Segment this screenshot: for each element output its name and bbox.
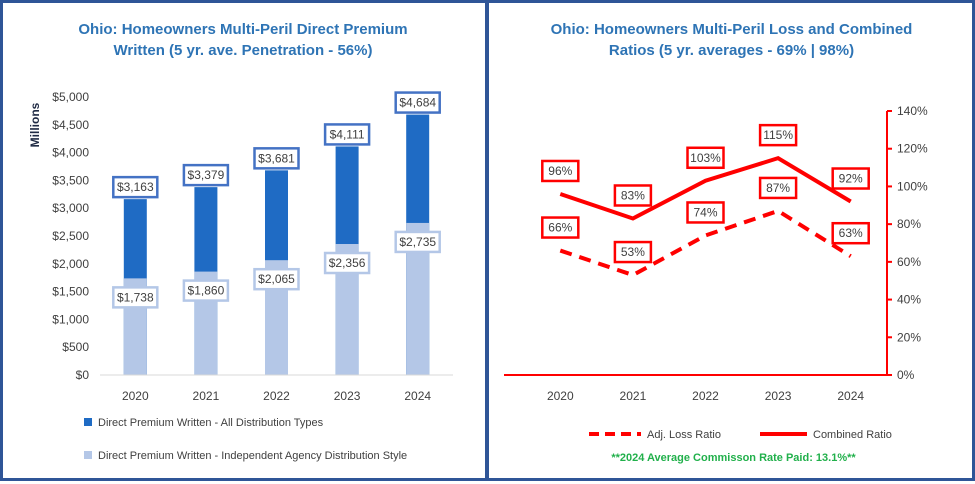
ratio-y-tick-label: 140%	[897, 104, 928, 118]
premium-x-tick-label: 2020	[122, 389, 149, 403]
premium-agency-data-label: $1,860	[188, 284, 225, 298]
combined-label-box	[758, 123, 798, 147]
premium-y-tick-label: $5,000	[52, 90, 89, 104]
premium-agency-label-box	[253, 267, 300, 291]
premium-total-data-label: $4,684	[399, 96, 436, 110]
ratio-line-chart: 0% 20% 40% 60% 80% 100% 120% 140% 2020 2021 2022 20…	[504, 104, 928, 441]
combined-label-box	[613, 184, 653, 207]
adj-loss-label-box	[613, 240, 653, 264]
commission-footnote: **2024 Average Commisson Rate Paid: 13.1…	[611, 452, 856, 464]
adj-loss-label-box	[686, 201, 725, 224]
premium-y-tick-label: $4,000	[52, 146, 89, 160]
ratio-chart-title-line2: Ratios (5 yr. averages - 69% | 98%)	[608, 42, 855, 59]
combined-data-label: 92%	[839, 172, 863, 186]
combined-legend-label: Combined Ratio	[813, 429, 892, 441]
ratio-y-tick-label: 120%	[897, 142, 928, 156]
adj-loss-label-box	[541, 216, 580, 239]
premium-y-tick-label: $500	[62, 340, 89, 354]
premium-total-data-label: $3,681	[258, 151, 295, 165]
premium-chart-title: Ohio: Homeowners Multi-Peril Direct Prem…	[23, 19, 463, 61]
premium-x-tick-label: 2022	[263, 389, 290, 403]
premium-agency-label-box	[394, 230, 441, 254]
premium-total-label-box	[394, 91, 441, 114]
premium-chart-panel: Ohio: Homeowners Multi-Peril Direct Prem…	[0, 0, 488, 481]
premium-agency-data-label: $1,738	[117, 290, 154, 304]
premium-x-tick-label: 2023	[334, 389, 361, 403]
ratio-x-tick-label: 2021	[620, 389, 647, 403]
premium-total-data-label: $4,111	[330, 127, 365, 141]
adj-loss-label-box	[831, 221, 870, 245]
combined-data-label: 96%	[548, 164, 572, 178]
premium-y-tick-label: $3,000	[52, 201, 89, 215]
premium-legend-swatch	[84, 418, 92, 426]
premium-y-tick-label: $1,500	[52, 285, 89, 299]
premium-y-tick-label: $2,500	[52, 229, 89, 243]
ratio-y-tick-label: 40%	[897, 293, 921, 307]
combined-label-box	[686, 146, 725, 170]
premium-x-tick-label: 2024	[404, 389, 431, 403]
premium-agency-label-box	[323, 251, 371, 275]
premium-legend-swatch	[84, 451, 92, 459]
premium-chart-title-line1: Ohio: Homeowners Multi-Peril Direct Prem…	[78, 21, 408, 38]
premium-bar-chart: Millions $0 $500 $1,000 $1,500 $2,000 $2,500 $3…	[28, 90, 453, 462]
premium-total-label-box	[323, 123, 371, 146]
premium-y-tick-label: $1,000	[52, 312, 89, 326]
premium-agency-bar	[335, 244, 359, 375]
adj-loss-data-label: 66%	[548, 221, 572, 235]
ratio-chart-panel: Ohio: Homeowners Multi-Peril Loss and Co…	[486, 0, 975, 481]
adj-loss-data-label: 63%	[839, 226, 863, 240]
adj-loss-label-box	[758, 176, 798, 200]
ratio-y-tick-label: 100%	[897, 179, 928, 193]
adj-loss-data-label: 53%	[621, 245, 645, 259]
ratio-x-tick-label: 2023	[765, 389, 792, 403]
adj-loss-ratio-line	[559, 208, 852, 278]
adj-loss-data-label: 74%	[693, 205, 717, 219]
premium-total-label-box	[253, 147, 300, 170]
premium-agency-data-label: $2,735	[399, 235, 436, 249]
premium-chart-title-line2: Written (5 yr. ave. Penetration - 56%)	[113, 42, 373, 59]
premium-agency-data-label: $2,356	[329, 256, 366, 270]
premium-total-label-box	[182, 163, 230, 187]
ratio-x-tick-label: 2022	[692, 389, 719, 403]
premium-total-data-label: $3,163	[117, 180, 154, 194]
ratio-chart-title: Ohio: Homeowners Multi-Peril Loss and Co…	[509, 19, 954, 61]
combined-data-label: 83%	[621, 188, 645, 202]
premium-y-tick-label: $4,500	[52, 118, 89, 132]
combined-data-label: 103%	[690, 151, 721, 165]
premium-y-axis-label: Millions	[28, 102, 42, 147]
ratio-y-tick-label: 60%	[897, 255, 921, 269]
combined-ratio-line	[559, 155, 852, 221]
premium-agency-label-box	[112, 286, 159, 309]
premium-total-data-label: $3,379	[188, 168, 225, 182]
ratio-y-tick-label: 0%	[897, 368, 915, 382]
premium-agency-label-box	[182, 279, 230, 302]
combined-data-label: 115%	[763, 128, 793, 142]
ratio-x-tick-label: 2024	[837, 389, 864, 403]
ratio-y-tick-label: 80%	[897, 217, 921, 231]
premium-y-tick-label: $3,500	[52, 173, 89, 187]
adj-loss-legend-label: Adj. Loss Ratio	[647, 429, 721, 441]
ratio-chart-title-line1: Ohio: Homeowners Multi-Peril Loss and Co…	[550, 21, 913, 38]
ratio-x-tick-label: 2020	[547, 389, 574, 403]
combined-label-box	[541, 159, 580, 183]
premium-y-tick-label: $0	[76, 368, 90, 382]
premium-legend-label: Direct Premium Written - Independent Age…	[98, 450, 407, 462]
premium-x-tick-label: 2021	[193, 389, 220, 403]
ratio-y-tick-label: 20%	[897, 330, 921, 344]
adj-loss-data-label: 87%	[766, 181, 790, 195]
premium-agency-bar	[406, 222, 430, 375]
combined-label-box	[831, 167, 870, 190]
premium-agency-data-label: $2,065	[258, 272, 295, 286]
premium-total-label-box	[112, 175, 159, 199]
premium-legend-label: Direct Premium Written - All Distributio…	[98, 417, 324, 429]
premium-y-tick-label: $2,000	[52, 257, 89, 271]
